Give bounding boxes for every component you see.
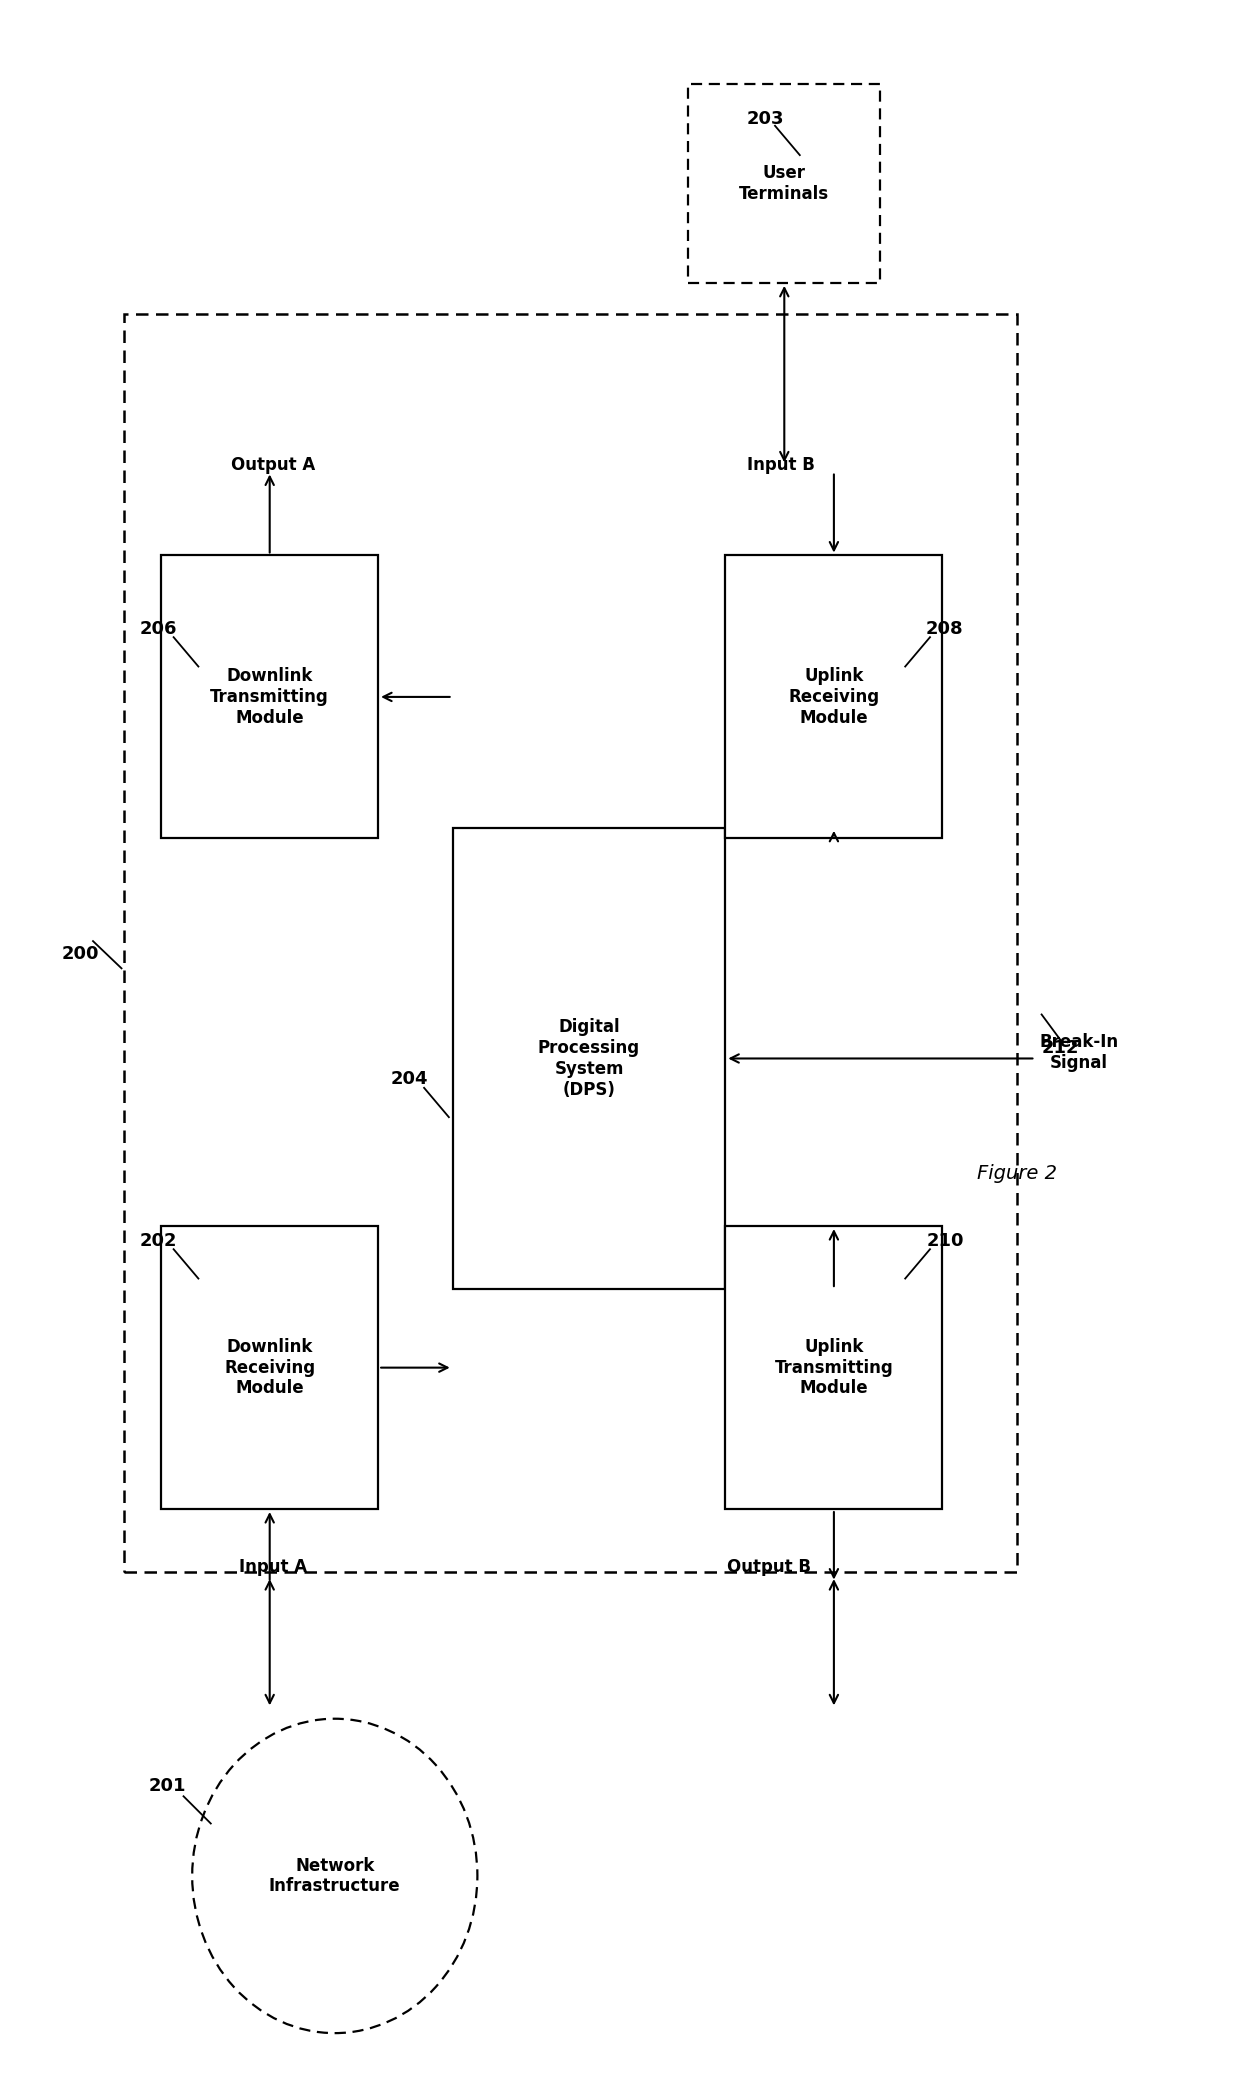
Bar [688, 84, 880, 283]
Text: 200: 200 [62, 945, 99, 962]
Text: Uplink
Transmitting
Module: Uplink Transmitting Module [775, 1337, 893, 1398]
Text: Break-In
Signal: Break-In Signal [1039, 1033, 1118, 1071]
Text: Input A: Input A [239, 1557, 306, 1576]
Text: 206: 206 [140, 620, 177, 637]
Text: 201: 201 [149, 1777, 186, 1794]
Ellipse shape [192, 1719, 477, 2033]
Text: Downlink
Transmitting
Module: Downlink Transmitting Module [211, 667, 329, 727]
Text: Output B: Output B [727, 1557, 811, 1576]
Bar [725, 555, 942, 838]
Bar [161, 555, 378, 838]
Bar [725, 1226, 942, 1509]
Text: 208: 208 [926, 620, 963, 637]
Text: Digital
Processing
System
(DPS): Digital Processing System (DPS) [538, 1019, 640, 1098]
Bar [453, 828, 725, 1289]
Text: 202: 202 [140, 1232, 177, 1249]
Text: Downlink
Receiving
Module: Downlink Receiving Module [224, 1337, 315, 1398]
Text: Network
Infrastructure: Network Infrastructure [269, 1857, 401, 1895]
Bar [161, 1226, 378, 1509]
Text: 204: 204 [391, 1071, 428, 1088]
Text: 212: 212 [1042, 1040, 1079, 1056]
Text: Output A: Output A [231, 455, 315, 474]
Text: 210: 210 [926, 1232, 963, 1249]
Text: Figure 2: Figure 2 [977, 1163, 1056, 1184]
Bar [124, 314, 1017, 1572]
Text: User
Terminals: User Terminals [739, 163, 830, 203]
Text: Input B: Input B [748, 455, 815, 474]
Text: 203: 203 [746, 111, 784, 128]
Text: Uplink
Receiving
Module: Uplink Receiving Module [789, 667, 879, 727]
